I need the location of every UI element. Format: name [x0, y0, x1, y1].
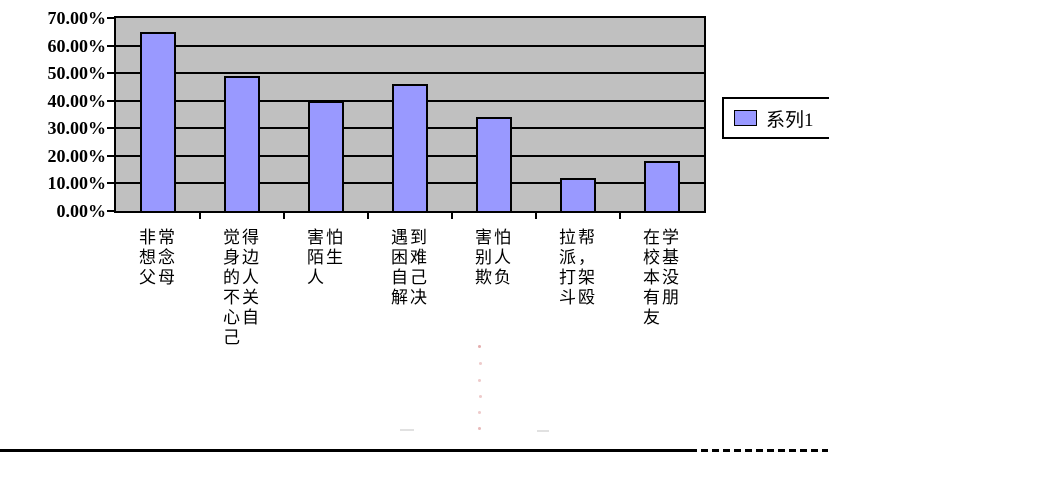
y-tick-mark [107, 17, 114, 19]
bar-遇到困难自己解决[interactable] [392, 84, 428, 211]
bar-非常想念父母[interactable] [140, 32, 176, 211]
y-tick-label: 40.00% [47, 91, 107, 111]
y-tick-mark [107, 182, 114, 184]
y-tick-label: 70.00% [47, 8, 107, 28]
x-category-label: 拉帮派，打架斗殴 [559, 228, 597, 307]
legend-series-label: 系列1 [766, 109, 814, 131]
x-category-label: 害怕别人欺负 [475, 228, 513, 287]
y-tick-mark [107, 72, 114, 74]
legend[interactable]: 系列1 [722, 97, 829, 141]
x-category-label: 在学校基本没有朋友 [643, 228, 681, 327]
y-tick-label: 0.00% [56, 201, 107, 221]
plot-area [114, 16, 706, 213]
y-tick-mark [107, 155, 114, 157]
x-category-label: 非常想念父母 [139, 228, 177, 287]
bar-觉得身边的人不关心自己[interactable] [224, 76, 260, 211]
y-tick-mark [107, 100, 114, 102]
y-tick-label: 60.00% [47, 36, 107, 56]
y-tick-label: 10.00% [47, 173, 107, 193]
bottom-rule-dashed-segment [690, 449, 828, 452]
x-tick-mark [451, 213, 453, 219]
x-tick-mark [283, 213, 285, 219]
y-tick-mark [107, 210, 114, 212]
bar-害怕陌生人[interactable] [308, 101, 344, 211]
x-tick-mark [535, 213, 537, 219]
y-tick-mark [107, 45, 114, 47]
legend-series-swatch [734, 110, 757, 126]
y-tick-mark [107, 127, 114, 129]
gridline [116, 72, 704, 74]
y-tick-label: 50.00% [47, 63, 107, 83]
watermark-artifact-smudge [400, 429, 414, 431]
bar-在学校基本没有朋友[interactable] [644, 161, 680, 211]
legend-box[interactable]: 系列1 [722, 97, 829, 139]
x-tick-mark [367, 213, 369, 219]
watermark-artifact-smudge [537, 430, 549, 432]
y-tick-label: 20.00% [47, 146, 107, 166]
x-tick-mark [619, 213, 621, 219]
bar-害怕别人欺负[interactable] [476, 117, 512, 211]
x-tick-mark [199, 213, 201, 219]
gridline [116, 45, 704, 47]
x-category-label: 害怕陌生人 [307, 228, 345, 287]
x-category-label: 遇到困难自己解决 [391, 228, 429, 307]
bar-拉帮派，打架斗殴[interactable] [560, 178, 596, 211]
y-tick-label: 30.00% [47, 118, 107, 138]
x-category-label: 觉得身边的人不关心自己 [223, 228, 261, 347]
bottom-rule [0, 449, 690, 452]
